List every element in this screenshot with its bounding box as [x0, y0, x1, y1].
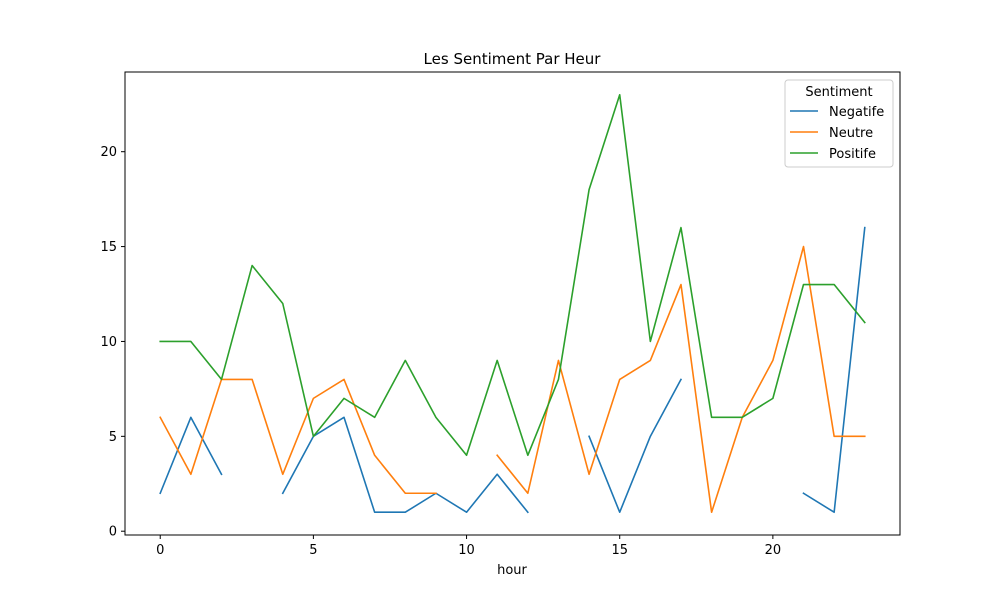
x-axis-label: hour: [497, 563, 527, 578]
series-positife: [159, 93, 866, 457]
y-tick-label: 20: [100, 145, 117, 160]
x-tick-label: 0: [156, 543, 164, 558]
series-neutre: [159, 245, 866, 514]
y-tick-label: 0: [109, 525, 117, 540]
x-tick-label: 5: [309, 543, 317, 558]
legend-label-negatife: Negatife: [829, 105, 884, 120]
y-tick-label: 5: [109, 430, 117, 445]
x-tick-label: 10: [458, 543, 475, 558]
x-axis: 0 5 10 15 20: [156, 535, 781, 558]
legend-label-neutre: Neutre: [829, 126, 873, 141]
chart-title: Les Sentiment Par Heur: [424, 50, 602, 68]
legend: Sentiment Negatife Neutre Positife: [784, 79, 894, 168]
x-tick-label: 20: [765, 543, 782, 558]
series-layer: [159, 93, 866, 514]
series-line-segment: [159, 93, 866, 457]
series-negatife: [159, 226, 866, 514]
legend-box: [784, 79, 894, 168]
series-line-segment: [159, 416, 223, 495]
legend-title: Sentiment: [805, 85, 872, 100]
series-line-segment: [802, 226, 866, 514]
series-line-segment: [159, 378, 437, 495]
legend-label-positife: Positife: [829, 147, 876, 162]
y-tick-label: 10: [100, 335, 117, 350]
y-axis: 0 5 10 15 20: [100, 145, 125, 540]
series-line-segment: [588, 378, 683, 514]
series-line-segment: [281, 416, 529, 514]
y-tick-label: 15: [100, 240, 117, 255]
x-tick-label: 15: [611, 543, 628, 558]
plot-frame: [124, 71, 901, 536]
series-line-segment: [496, 245, 866, 514]
